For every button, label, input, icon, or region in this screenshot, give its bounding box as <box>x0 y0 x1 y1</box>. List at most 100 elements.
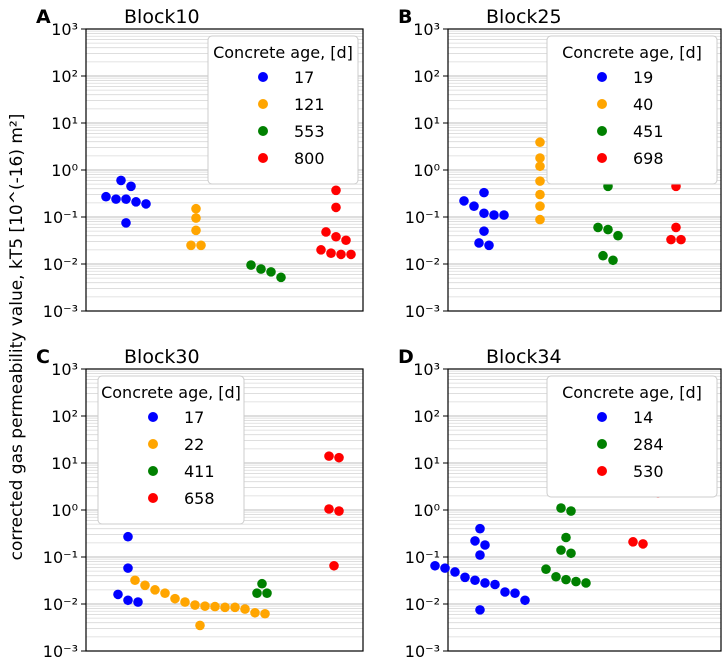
legend-marker <box>148 439 158 449</box>
data-point <box>561 532 571 543</box>
data-point <box>440 563 450 573</box>
legend-label: 530 <box>633 462 664 481</box>
data-point <box>130 575 140 586</box>
data-point <box>121 194 131 204</box>
data-point <box>535 201 545 211</box>
data-point <box>276 272 286 283</box>
legend-title: Concrete age, [d] <box>562 383 702 402</box>
legend-label: 698 <box>633 149 664 168</box>
data-point <box>331 231 341 242</box>
data-point <box>200 601 210 611</box>
legend-label: 121 <box>294 95 325 114</box>
data-point <box>520 595 530 606</box>
data-point <box>613 230 623 241</box>
legend-label: 17 <box>184 408 204 427</box>
data-point <box>556 545 566 555</box>
panel-title: Block25 <box>486 6 562 28</box>
legend-label: 22 <box>184 435 204 454</box>
legend-box <box>546 35 718 185</box>
data-point <box>603 224 613 235</box>
y-tick-label: 10³ <box>51 360 78 379</box>
data-point <box>324 451 334 461</box>
data-point <box>123 595 133 606</box>
data-point <box>499 210 509 220</box>
legend-marker <box>597 439 607 449</box>
data-point <box>170 593 180 604</box>
panel-title: Block34 <box>486 346 562 368</box>
data-point <box>484 240 494 251</box>
legend-marker <box>258 126 268 136</box>
legend-title: Concrete age, [d] <box>213 43 353 62</box>
data-point <box>341 235 351 246</box>
data-point <box>479 226 489 236</box>
data-point <box>196 240 206 251</box>
data-point <box>131 197 141 207</box>
data-point <box>230 602 240 613</box>
data-point <box>598 250 608 261</box>
y-tick-label: 10⁻³ <box>405 302 440 321</box>
data-point <box>346 249 356 260</box>
y-tick-label: 10⁻¹ <box>43 548 78 567</box>
data-point <box>479 187 489 198</box>
panel-letter: D <box>398 346 414 368</box>
legend-label: 411 <box>184 462 215 481</box>
data-point <box>111 194 121 204</box>
y-tick-label: 10⁻¹ <box>405 548 440 567</box>
legend-title: Concrete age, [d] <box>562 43 702 62</box>
data-point <box>334 452 344 463</box>
data-point <box>220 602 230 613</box>
data-point <box>329 560 339 571</box>
y-tick-label: 10⁻¹ <box>43 208 78 227</box>
y-tick-label: 10² <box>51 67 78 86</box>
y-tick-label: 10¹ <box>413 454 440 473</box>
legend-marker <box>258 99 268 109</box>
y-tick-label: 10⁻² <box>405 255 440 274</box>
data-point <box>608 255 618 266</box>
data-point <box>140 580 150 591</box>
legend-label: 284 <box>633 435 664 454</box>
y-tick-label: 10¹ <box>413 114 440 133</box>
legend-box <box>207 35 359 185</box>
data-point <box>480 540 490 550</box>
legend-marker <box>597 72 607 82</box>
data-point <box>160 588 170 598</box>
legend-box <box>97 375 245 525</box>
data-point <box>470 536 480 546</box>
data-point <box>191 213 201 223</box>
y-tick-label: 10³ <box>413 20 440 39</box>
data-point <box>666 234 676 245</box>
data-point <box>671 222 681 233</box>
data-point <box>240 604 250 614</box>
data-point <box>638 539 648 549</box>
data-point <box>191 203 201 214</box>
y-tick-label: 10⁻² <box>405 595 440 614</box>
data-point <box>535 137 545 148</box>
data-point <box>123 563 133 573</box>
data-point <box>475 605 485 615</box>
data-point <box>190 600 200 610</box>
data-point <box>469 201 479 211</box>
y-tick-label: 10⁰ <box>51 501 78 520</box>
data-point <box>113 589 123 600</box>
y-tick-label: 10⁰ <box>413 501 440 520</box>
legend: Concrete age, [d] 17 22 411 658 <box>97 375 245 525</box>
data-point <box>324 504 334 514</box>
legend-marker <box>148 493 158 503</box>
legend-label: 553 <box>294 122 325 141</box>
y-tick-label: 10¹ <box>51 114 78 133</box>
legend-marker <box>597 99 607 109</box>
legend-label: 19 <box>633 68 653 87</box>
legend-marker <box>597 466 607 476</box>
panel-letter: A <box>36 6 51 28</box>
legend-marker <box>148 466 158 476</box>
data-point <box>150 585 160 595</box>
data-point <box>191 225 201 236</box>
data-point <box>246 260 256 270</box>
legend-marker <box>597 412 607 422</box>
data-point <box>123 531 133 542</box>
